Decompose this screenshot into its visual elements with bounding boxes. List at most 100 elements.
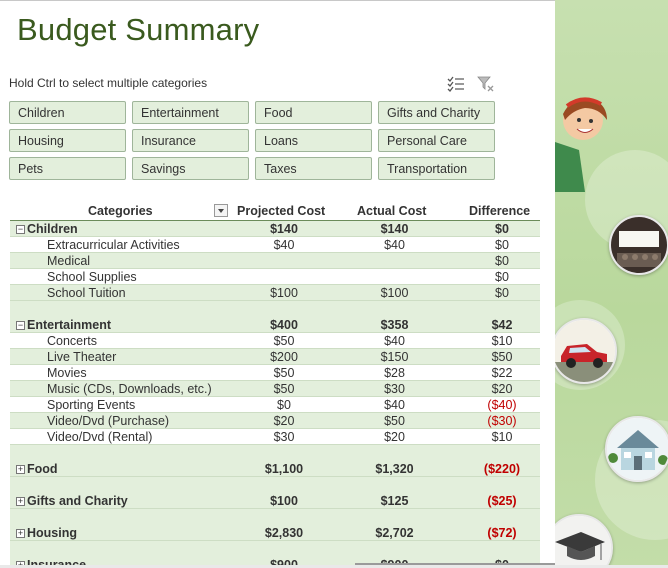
collapse-icon[interactable]: − xyxy=(16,320,25,330)
expand-icon[interactable]: + xyxy=(16,496,25,506)
projected-cost-cell: $50 xyxy=(273,382,295,396)
page-title: Budget Summary xyxy=(17,12,260,47)
expand-icon[interactable]: + xyxy=(16,528,25,538)
difference-cell: ($30) xyxy=(487,414,517,428)
actual-cost-cell: $30 xyxy=(384,382,405,396)
item-name: Sporting Events xyxy=(47,398,136,412)
actual-cost-cell: $1,320 xyxy=(375,462,414,476)
pivot-group-row: + Food $1,100 $1,320 ($220) xyxy=(10,461,540,477)
actual-cost-cell: $40 xyxy=(384,398,405,412)
slicer-button-pets[interactable]: Pets xyxy=(9,157,126,180)
actual-cost-cell: $150 xyxy=(380,350,409,364)
header-actual: Actual Cost xyxy=(357,204,427,218)
item-name: Video/Dvd (Rental) xyxy=(47,430,153,444)
pivot-blank-row xyxy=(10,445,540,461)
slicer-button-children[interactable]: Children xyxy=(9,101,126,124)
actual-cost-cell: $28 xyxy=(384,366,405,380)
item-name: Movies xyxy=(47,366,87,380)
slicer-button-loans[interactable]: Loans xyxy=(255,129,372,152)
graduation-cap-image xyxy=(555,514,613,568)
group-name[interactable]: Food xyxy=(27,462,58,476)
projected-cost-cell: $140 xyxy=(270,222,298,236)
pivot-item-row: Live Theater $200 $150 $50 xyxy=(10,349,540,365)
projected-cost-cell: $50 xyxy=(273,366,295,380)
pivot-blank-row xyxy=(10,509,540,525)
header-difference: Difference xyxy=(469,204,531,218)
slicer-hint: Hold Ctrl to select multiple categories xyxy=(9,76,208,90)
car-image xyxy=(555,318,617,384)
projected-cost-cell: $200 xyxy=(270,350,298,364)
multi-select-icon[interactable] xyxy=(446,74,466,94)
projected-cost-cell: $2,830 xyxy=(264,526,304,540)
header-categories: Categories xyxy=(88,204,153,218)
slicer-button-taxes[interactable]: Taxes xyxy=(255,157,372,180)
pivot-item-row: Medical $0 xyxy=(10,253,540,269)
slicer-button-personal-care[interactable]: Personal Care xyxy=(378,129,495,152)
difference-cell: $22 xyxy=(491,366,513,380)
pivot-group-row: + Housing $2,830 $2,702 ($72) xyxy=(10,525,540,541)
slicer-button-housing[interactable]: Housing xyxy=(9,129,126,152)
projected-cost-cell: $900 xyxy=(270,558,298,568)
clear-filter-icon[interactable] xyxy=(476,74,496,94)
item-name: Music (CDs, Downloads, etc.) xyxy=(47,382,212,396)
item-name: School Supplies xyxy=(47,270,137,284)
difference-cell: ($25) xyxy=(487,494,517,508)
group-name[interactable]: Insurance xyxy=(27,558,87,568)
collapse-icon[interactable]: − xyxy=(16,224,25,234)
actual-cost-cell: $40 xyxy=(384,238,405,252)
actual-cost-cell: $100 xyxy=(380,286,409,300)
pivot-blank-row xyxy=(10,541,540,557)
difference-cell: $0 xyxy=(495,254,509,268)
difference-cell: $20 xyxy=(491,382,513,396)
actual-cost-cell: $40 xyxy=(384,334,405,348)
pivot-group-row: + Gifts and Charity $100 $125 ($25) xyxy=(10,493,540,509)
theater-image xyxy=(609,215,668,275)
difference-cell: $0 xyxy=(495,222,509,236)
pivot-item-row: Video/Dvd (Purchase) $20 $50 ($30) xyxy=(10,413,540,429)
difference-cell: $0 xyxy=(495,238,509,252)
decorative-side-panel xyxy=(555,0,668,568)
expand-icon[interactable]: + xyxy=(16,464,25,474)
slicer-button-savings[interactable]: Savings xyxy=(132,157,249,180)
top-border xyxy=(0,0,555,1)
actual-cost-cell: $125 xyxy=(380,494,409,508)
difference-cell: $10 xyxy=(491,430,513,444)
difference-cell: ($40) xyxy=(487,398,517,412)
pivot-item-row: Music (CDs, Downloads, etc.) $50 $30 $20 xyxy=(10,381,540,397)
projected-cost-cell: $1,100 xyxy=(264,462,304,476)
pivot-item-row: Movies $50 $28 $22 xyxy=(10,365,540,381)
status-strip xyxy=(0,565,668,568)
item-name: Live Theater xyxy=(47,350,117,364)
slicer-button-insurance[interactable]: Insurance xyxy=(132,129,249,152)
projected-cost-cell: $400 xyxy=(270,318,298,332)
difference-cell: $50 xyxy=(491,350,513,364)
item-name: Medical xyxy=(47,254,91,268)
group-name[interactable]: Housing xyxy=(27,526,77,540)
pivot-item-row: Video/Dvd (Rental) $30 $20 $10 xyxy=(10,429,540,445)
projected-cost-cell: $100 xyxy=(270,494,298,508)
expand-icon[interactable]: + xyxy=(16,560,25,568)
slicer-button-transportation[interactable]: Transportation xyxy=(378,157,495,180)
slicer-button-gifts-and-charity[interactable]: Gifts and Charity xyxy=(378,101,495,124)
item-name: Extracurricular Activities xyxy=(47,238,180,252)
projected-cost-cell: $20 xyxy=(273,414,295,428)
slicer-button-entertainment[interactable]: Entertainment xyxy=(132,101,249,124)
projected-cost-cell: $50 xyxy=(273,334,295,348)
difference-cell: $42 xyxy=(491,318,513,332)
difference-cell: $0 xyxy=(495,286,509,300)
pivot-item-row: Sporting Events $0 $40 ($40) xyxy=(10,397,540,413)
pivot-group-row: − Children $140 $140 $0 xyxy=(10,221,540,237)
slicer-button-food[interactable]: Food xyxy=(255,101,372,124)
pivot-group-row: − Entertainment $400 $358 $42 xyxy=(10,317,540,333)
filter-dropdown-icon[interactable] xyxy=(214,204,228,217)
pivot-item-row: School Tuition $100 $100 $0 xyxy=(10,285,540,301)
actual-cost-cell: $20 xyxy=(384,430,405,444)
group-name[interactable]: Entertainment xyxy=(27,318,112,332)
actual-cost-cell: $140 xyxy=(380,222,409,236)
item-name: School Tuition xyxy=(47,286,126,300)
group-name[interactable]: Gifts and Charity xyxy=(27,494,128,508)
pivot-header: Categories Projected Cost Actual Cost Di… xyxy=(10,203,540,221)
projected-cost-cell: $40 xyxy=(273,238,295,252)
girl-illustration xyxy=(555,92,615,192)
group-name[interactable]: Children xyxy=(27,222,78,236)
